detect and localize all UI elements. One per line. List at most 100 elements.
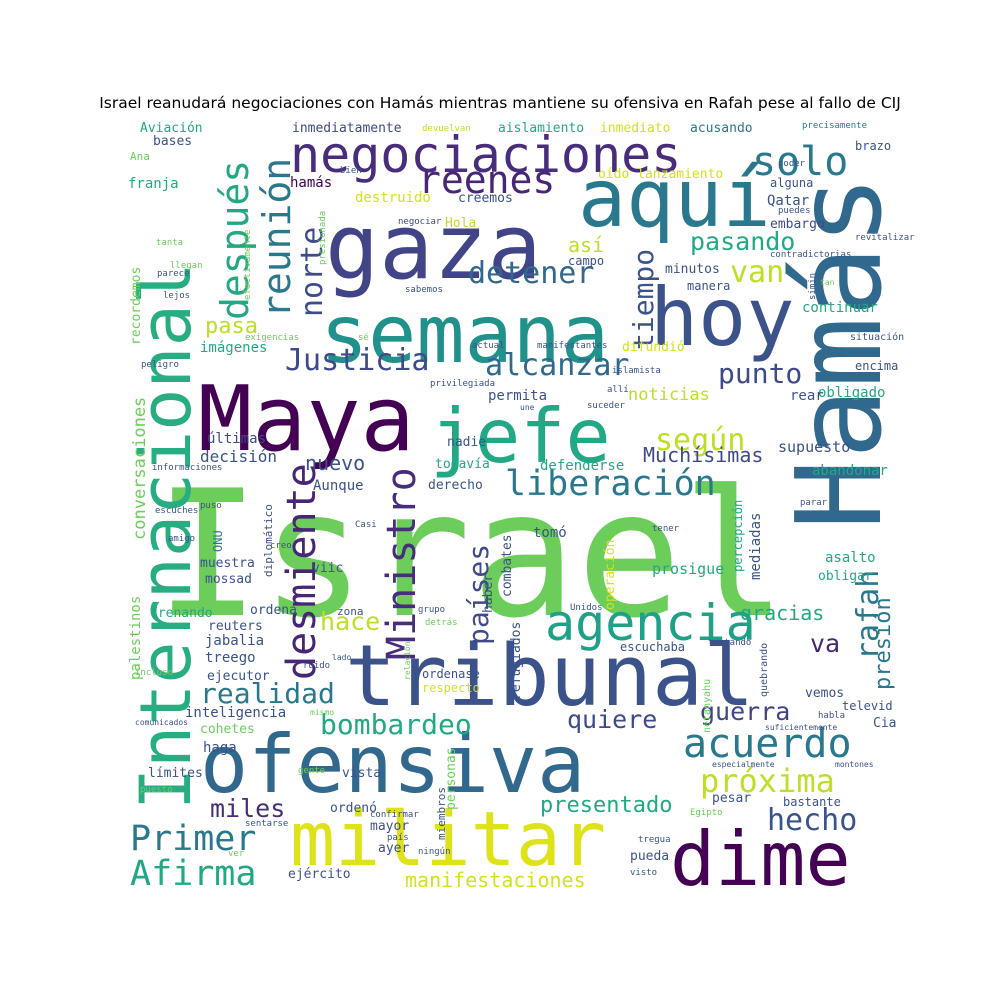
word-ordenase: ordenase	[422, 667, 480, 681]
word-alcanzar: alcanzar	[485, 348, 630, 383]
word-muestra: muestra	[200, 556, 255, 571]
word-todavia: todavía	[435, 457, 490, 472]
word-prosigue: prosigue	[652, 560, 724, 578]
word-pesar: pesar	[712, 791, 751, 806]
word-quebrando: quebrando	[759, 643, 770, 697]
word-informaciones: informaciones	[152, 463, 222, 473]
word-va: va	[810, 629, 840, 658]
word-asi: así	[568, 233, 604, 257]
word-realidad: realidad	[200, 677, 335, 710]
word-miembros: miembros	[435, 787, 448, 840]
word-asalto: asalto	[825, 550, 876, 566]
word-paises: países	[462, 544, 495, 645]
word-cia: Cia	[873, 716, 896, 731]
word-tiempo: tiempo	[627, 249, 660, 350]
word-peligro: peligro	[141, 360, 179, 370]
word-efectivamente: efectivamente	[243, 230, 253, 300]
word-crei: creí	[200, 490, 222, 500]
word-imagenes: imágenes	[200, 340, 267, 356]
word-jabalia: jabalia	[205, 633, 264, 649]
word-gente: gente	[298, 766, 325, 776]
word-lado: lado	[332, 653, 351, 662]
word-alguna: alguna	[770, 176, 813, 190]
word-lejos: lejos	[163, 291, 190, 301]
word-ejercito: ejército	[288, 867, 351, 882]
word-relacion: relación	[402, 641, 412, 680]
word-ultimas: últimas	[207, 431, 266, 447]
word-ordena: ordena	[250, 603, 297, 618]
word-pais: país	[387, 833, 409, 843]
word-respecto: respecto	[422, 681, 480, 695]
word-rear: rear	[790, 388, 824, 404]
word-suficientemente: suficientemente	[765, 723, 837, 732]
word-solo: solo	[752, 139, 848, 185]
word-inteligencia: inteligencia	[185, 705, 286, 721]
word-ana: Ana	[130, 150, 150, 163]
word-campo: campo	[568, 254, 604, 268]
word-defenderse: defenderse	[540, 458, 624, 474]
word-hamas: Hamás	[770, 175, 908, 530]
word-tan: tan	[820, 278, 835, 287]
word-frenando: frenando	[150, 606, 213, 621]
word-bases: bases	[153, 134, 192, 149]
word-hoy: hoy	[650, 271, 795, 364]
word-vemos: vemos	[805, 686, 844, 701]
word-cohetes: cohetes	[200, 722, 255, 737]
word-van: van	[730, 255, 784, 290]
word-habla: habla	[818, 711, 845, 721]
word-miles: miles	[210, 794, 285, 823]
word-egipto: Egipto	[690, 808, 723, 818]
word-escuches: escuches	[155, 506, 198, 516]
word-justicia: Justicia	[285, 343, 430, 378]
word-se: sé	[358, 332, 369, 343]
word-mossad: mossad	[205, 572, 252, 587]
word-encima: encima	[855, 359, 898, 373]
word-derecho: derecho	[428, 478, 483, 493]
word-oido-lanzamiento: oído lanzamiento	[598, 167, 723, 182]
word-tratando: tratando	[708, 638, 751, 648]
word-presentado: presentado	[540, 793, 672, 818]
word-israel: Israel	[155, 454, 787, 657]
word-hace: hace	[320, 607, 380, 636]
word-rafah: rafah	[851, 570, 886, 660]
word-hola: Hola	[445, 216, 476, 231]
word-personas: personas	[444, 747, 459, 810]
word-obligar: obligar	[818, 569, 873, 584]
word-hamas: hamás	[290, 175, 332, 191]
word-pasa: pasa	[205, 314, 258, 339]
word-viic: viic	[312, 561, 343, 576]
figure-title: Israel reanudará negociaciones con Hamás…	[99, 94, 901, 112]
word-qatar: Qatar	[767, 193, 809, 209]
word-combates: combates	[500, 534, 515, 597]
word-ver: ver	[228, 849, 245, 859]
word-mediadas: mediadas	[748, 513, 764, 580]
word-precisamente: precisamente	[802, 121, 867, 131]
word-percepcion: percepción	[731, 500, 745, 572]
word-refugiados: refugiados	[509, 622, 524, 700]
word-destruido: destruido	[355, 190, 431, 206]
word-manifestantes: manifestantes	[537, 341, 607, 351]
word-ayer: ayer	[378, 841, 409, 856]
word-liberacion: liberación	[505, 464, 716, 504]
word-haga: haga	[203, 740, 237, 756]
word-pueda: pueda	[630, 849, 669, 864]
word-aislamiento: aislamiento	[498, 121, 584, 136]
word-acuerdo: acuerdo	[683, 721, 852, 767]
word-conversaciones: conversaciones	[130, 397, 150, 540]
word-abandonar: abandonar	[812, 463, 888, 479]
word-negociar: negociar	[398, 217, 442, 227]
word-permita: permita	[488, 388, 547, 404]
word-limites: límites	[148, 766, 203, 781]
word-tribunal: tribunal	[345, 627, 754, 726]
word-inmediato: inmediato	[600, 121, 670, 136]
word-mayor: mayor	[370, 819, 409, 834]
word-creo: creo	[270, 541, 292, 551]
word-diplomatico: diplomático	[262, 504, 275, 577]
word-creemos: creemos	[458, 191, 513, 206]
word-ruido: ruido	[303, 661, 330, 671]
word-grupo: grupo	[418, 605, 445, 615]
word-sabemos: sabemos	[405, 285, 443, 295]
word-recordemos: recordemos	[129, 267, 144, 345]
word-puso: puso	[200, 501, 222, 511]
word-afirma: Afirma	[130, 854, 256, 894]
